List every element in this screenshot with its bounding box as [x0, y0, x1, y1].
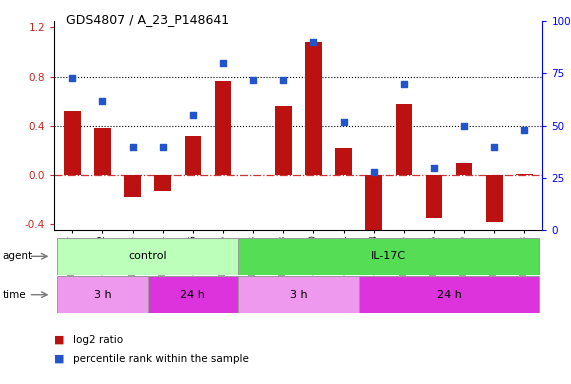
Point [279, 77, 288, 83]
Point [460, 123, 469, 129]
Bar [238, 238, 540, 275]
Point [399, 81, 408, 87]
Bar [359, 276, 540, 313]
Text: ■: ■ [54, 335, 65, 345]
Text: log2 ratio: log2 ratio [73, 335, 123, 345]
Text: 24 h: 24 h [180, 290, 206, 300]
Text: control: control [128, 251, 167, 262]
Point [429, 164, 439, 170]
Text: ■: ■ [54, 354, 65, 364]
Point [158, 144, 167, 150]
Bar [275, 106, 292, 175]
Text: agent: agent [3, 251, 33, 262]
Bar [456, 163, 472, 175]
Bar [184, 136, 201, 175]
Bar [305, 42, 321, 175]
Bar [148, 276, 238, 313]
Bar [94, 128, 111, 175]
Point [188, 112, 198, 118]
Point [219, 60, 228, 66]
Bar [57, 238, 238, 275]
Bar [335, 148, 352, 175]
Text: GDS4807 / A_23_P148641: GDS4807 / A_23_P148641 [66, 13, 229, 26]
Text: 24 h: 24 h [437, 290, 461, 300]
Point [490, 144, 499, 150]
Text: 3 h: 3 h [289, 290, 307, 300]
Text: IL-17C: IL-17C [371, 251, 407, 262]
Point [98, 98, 107, 104]
Bar [365, 175, 382, 230]
Bar [57, 276, 148, 313]
Bar [154, 175, 171, 191]
Point [309, 39, 318, 45]
Bar [124, 175, 141, 197]
Bar [215, 81, 231, 175]
Text: percentile rank within the sample: percentile rank within the sample [73, 354, 248, 364]
Point [339, 119, 348, 125]
Bar [486, 175, 502, 222]
Bar [64, 111, 81, 175]
Bar [238, 276, 359, 313]
Point [68, 74, 77, 81]
Point [369, 169, 378, 175]
Point [520, 127, 529, 133]
Bar [516, 174, 533, 175]
Bar [425, 175, 443, 218]
Point [248, 77, 258, 83]
Text: time: time [3, 290, 26, 300]
Bar [396, 104, 412, 175]
Point [128, 144, 137, 150]
Text: 3 h: 3 h [94, 290, 111, 300]
